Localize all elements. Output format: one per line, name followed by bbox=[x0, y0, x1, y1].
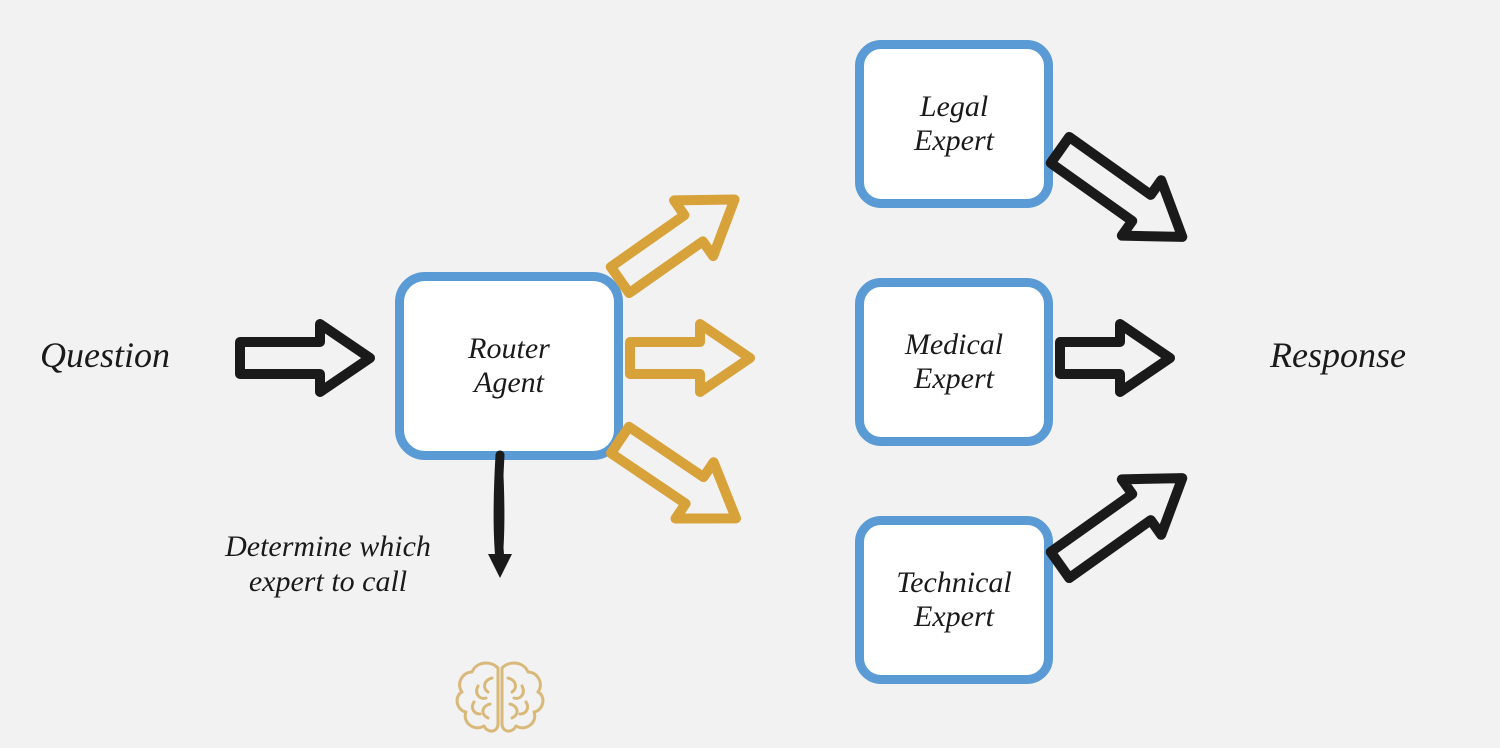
router-label-1: Router bbox=[468, 332, 550, 365]
technical-label-2: Expert bbox=[914, 600, 994, 633]
legal-expert-node: Legal Expert bbox=[855, 40, 1053, 208]
response-label: Response bbox=[1270, 335, 1406, 376]
technical-expert-node: Technical Expert bbox=[855, 516, 1053, 684]
brain-icon bbox=[457, 663, 543, 731]
caption-text: Determine which expert to call bbox=[158, 530, 498, 599]
technical_to_resp-arrow bbox=[1040, 450, 1202, 592]
question-label: Question bbox=[40, 335, 170, 376]
medical-label-1: Medical bbox=[905, 328, 1003, 361]
diagram-stage: Question Response Determine which expert… bbox=[0, 0, 1500, 748]
router-label-2: Agent bbox=[474, 366, 544, 399]
legal-label-2: Expert bbox=[914, 124, 994, 157]
legal_to_resp-arrow bbox=[1040, 122, 1202, 264]
technical-label-1: Technical bbox=[896, 566, 1012, 599]
q_to_router-arrow bbox=[240, 324, 370, 392]
router-agent-node: Router Agent bbox=[395, 272, 623, 460]
caption-line2: expert to call bbox=[249, 565, 407, 598]
router_to_medical-arrow bbox=[630, 324, 750, 392]
router_to_legal-arrow bbox=[600, 172, 754, 308]
caption-line1: Determine which bbox=[225, 530, 431, 563]
medical-label-2: Expert bbox=[914, 362, 994, 395]
router_to_technical-arrow bbox=[601, 412, 755, 547]
legal-label-1: Legal bbox=[920, 90, 988, 123]
medical-expert-node: Medical Expert bbox=[855, 278, 1053, 446]
arrows-layer bbox=[240, 122, 1202, 592]
medical_to_resp-arrow bbox=[1060, 324, 1170, 392]
